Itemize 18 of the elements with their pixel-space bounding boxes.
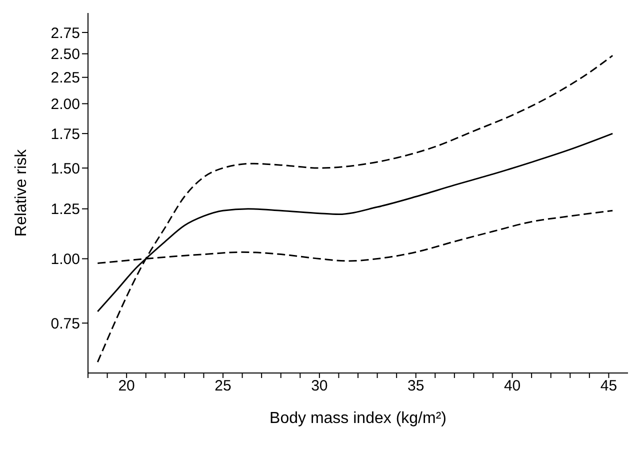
x-tick-label: 40 bbox=[504, 378, 521, 395]
y-tick-label: 1.00 bbox=[50, 251, 80, 268]
y-tick-label: 1.50 bbox=[50, 160, 80, 178]
y-tick-label: 1.75 bbox=[50, 126, 80, 143]
y-tick-label: 0.75 bbox=[50, 315, 80, 332]
x-axis-title: Body mass index (kg/m²) bbox=[270, 410, 446, 427]
x-tick-label: 30 bbox=[311, 378, 328, 395]
x-tick-label: 35 bbox=[408, 378, 424, 395]
y-axis-title: Relative risk bbox=[13, 148, 30, 237]
y-tick-label: 2.75 bbox=[50, 24, 80, 42]
x-tick-label: 25 bbox=[214, 378, 232, 395]
line-series bbox=[96, 54, 614, 363]
y-tick-label: 2.50 bbox=[50, 46, 80, 64]
y-tick-label: 2.25 bbox=[50, 70, 80, 87]
x-tick-label: 45 bbox=[600, 378, 618, 395]
x-tick-label: 20 bbox=[118, 378, 135, 395]
y-tick-label: 1.25 bbox=[50, 201, 80, 218]
y-tick-label: 2.00 bbox=[50, 96, 80, 114]
